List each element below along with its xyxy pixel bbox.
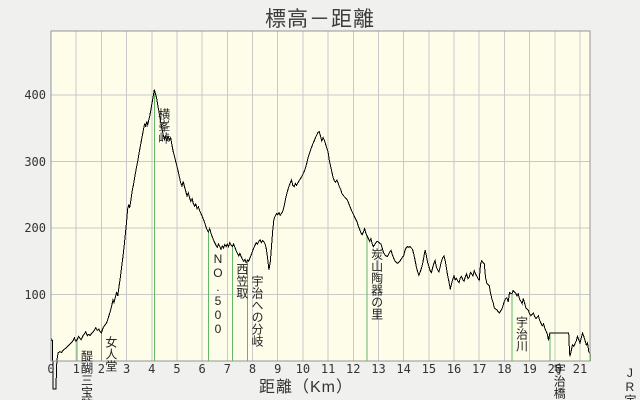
elevation-profile-line [50,89,592,390]
x-tick-2: 2 [97,362,105,376]
y-tick-400: 400 [24,88,46,102]
waypoint-label-宇治橋: 宇治橋 [552,362,567,399]
waypoint-label-宇治への分岐: 宇治への分岐 [250,275,264,348]
x-tick-18: 18 [497,362,512,376]
x-tick-15: 15 [421,362,437,376]
waypoint-label-炭山陶器の里: 炭山陶器の里 [369,247,384,320]
waypoint-label-JR宇治: JR宇治 [622,366,637,400]
y-tick-200: 200 [24,221,46,235]
plot-border [50,30,591,362]
x-tick-19: 19 [522,362,537,376]
waypoint-label-西笠取: 西笠取 [234,263,249,300]
x-tick-3: 3 [122,362,131,376]
waypoint-label-宇治川: 宇治川 [514,315,529,352]
x-tick-1: 1 [72,362,80,376]
y-tick-100: 100 [24,287,46,302]
chart-title: 標高－距離 [265,8,375,31]
waypoint-label-NO.500: NO.500 [210,251,225,336]
waypoint-label-横峯峠: 横峯峠 [156,107,171,144]
x-tick-21: 21 [572,362,588,376]
y-tick-300: 300 [24,154,46,169]
x-tick-4: 4 [148,362,156,376]
x-tick-0: 0 [47,362,55,376]
x-tick-10: 10 [295,362,311,376]
gridlines [51,31,590,361]
x-tick-8: 8 [248,362,257,376]
waypoint-label-女人堂: 女人堂 [103,336,118,373]
plot-background [51,31,590,361]
x-tick-20: 20 [547,362,563,376]
x-tick-9: 9 [274,362,282,376]
x-tick-6: 6 [198,362,206,376]
x-tick-11: 11 [320,362,336,376]
waypoint-marker-lines [76,89,592,361]
x-axis-title: 距離（Km） [258,379,353,396]
x-tick-16: 16 [446,362,462,376]
x-tick-12: 12 [346,362,361,376]
waypoint-label-醍醐三宝院: 醍醐三宝院 [79,350,94,400]
x-tick-17: 17 [471,362,487,376]
x-tick-5: 5 [173,362,181,376]
x-tick-14: 14 [396,362,411,376]
x-tick-7: 7 [223,362,231,376]
x-tick-13: 13 [371,362,386,376]
